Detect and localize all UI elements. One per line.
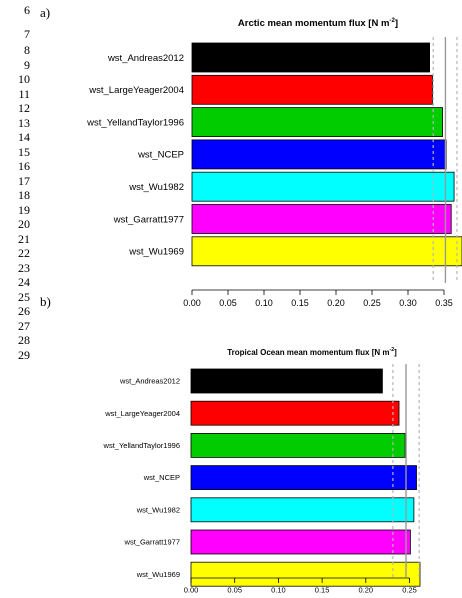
chart-title: Tropical Ocean mean momentum flux [N m-2… (227, 347, 397, 357)
bar (191, 42, 431, 73)
x-tick-label: 0.25 (363, 298, 381, 308)
line-number: 9 (24, 58, 30, 72)
line-number: 11 (18, 87, 30, 101)
x-tick-label: 0.20 (327, 298, 345, 308)
line-number: 20 (18, 217, 30, 231)
line-number: 13 (18, 116, 30, 130)
bar (191, 236, 462, 267)
line-numbers: 6 7 8 9 10 11 12 13 14 15 16 17 18 19 20 21 22 23 24 25 26 27… (0, 0, 40, 598)
line-number: 28 (18, 333, 30, 347)
x-tick-label: 0.15 (315, 586, 330, 595)
x-tick-label: 0.00 (183, 298, 201, 308)
category-label: wst_LargeYeager2004 (104, 409, 180, 418)
line-number: 25 (18, 290, 30, 304)
line-number: 17 (18, 174, 30, 188)
category-label: wst_LargeYeager2004 (88, 85, 184, 96)
line-number: 27 (18, 319, 30, 333)
category-label: wst_NCEP (143, 473, 180, 482)
x-tick-label: 0.30 (399, 298, 417, 308)
bar (191, 204, 452, 234)
category-label: wst_Garratt1977 (124, 538, 180, 547)
line-number: 16 (18, 159, 30, 173)
x-tick-label: 0.05 (219, 298, 237, 308)
line-number: 21 (18, 232, 30, 246)
bar (191, 74, 433, 105)
x-tick-label: 0.20 (359, 586, 374, 595)
category-label: wst_Andreas2012 (107, 53, 184, 64)
x-tick-label: 0.15 (291, 298, 309, 308)
line-number: 18 (18, 188, 30, 202)
x-tick-label: 0.10 (255, 298, 273, 308)
bar (190, 432, 406, 458)
x-tick-label: 0.05 (227, 586, 242, 595)
x-tick-label: 0.35 (435, 298, 453, 308)
line-number: 15 (18, 145, 30, 159)
bar (190, 400, 400, 426)
line-number: 6 (24, 3, 30, 17)
line-number: 24 (18, 275, 30, 289)
bar (190, 368, 383, 394)
bar (190, 497, 415, 523)
category-label: wst_Andreas2012 (119, 377, 180, 386)
panel-a-label: a) (40, 5, 51, 20)
category-label: wst_YellandTaylor1996 (86, 117, 184, 128)
line-number: 12 (18, 101, 30, 115)
bar (190, 465, 417, 491)
line-number: 14 (18, 130, 30, 144)
line-number: 19 (18, 203, 30, 217)
panel-b-label: b) (40, 294, 51, 309)
line-number: 10 (18, 72, 30, 86)
category-label: wst_Wu1969 (136, 570, 180, 579)
x-tick-label: 0.25 (402, 586, 417, 595)
x-tick-label: 0.00 (184, 586, 199, 595)
line-number: 7 (24, 27, 30, 41)
category-label: wst_Wu1982 (128, 182, 184, 193)
category-label: wst_NCEP (137, 150, 184, 161)
bar (191, 171, 455, 202)
category-label: wst_Garratt1977 (113, 214, 184, 225)
x-tick-label: 0.10 (271, 586, 286, 595)
category-label: wst_YellandTaylor1996 (103, 441, 180, 450)
line-number: 22 (18, 246, 30, 260)
chart-title: Arctic mean momentum flux [N m-2] (238, 17, 398, 29)
category-label: wst_Wu1969 (128, 247, 184, 258)
bar (191, 107, 443, 137)
bar (190, 529, 411, 555)
bar (190, 561, 421, 587)
line-number: 23 (18, 261, 30, 275)
line-number: 8 (24, 43, 30, 57)
line-number: 26 (18, 304, 30, 318)
category-label: wst_Wu1982 (136, 505, 180, 514)
bar (191, 139, 447, 170)
line-number: 29 (18, 348, 30, 362)
